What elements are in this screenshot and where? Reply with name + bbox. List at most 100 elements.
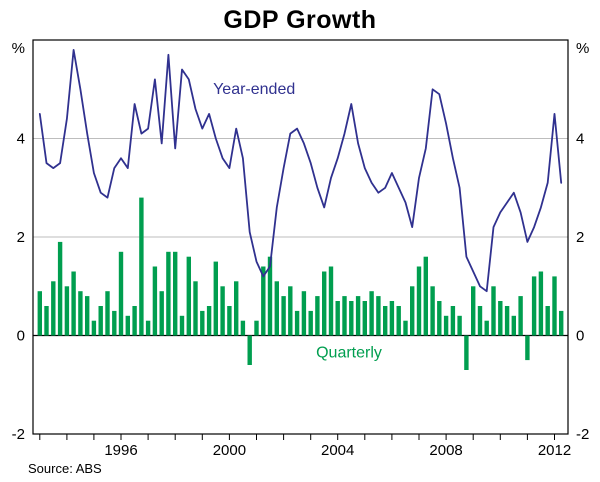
quarterly-bar (301, 291, 307, 336)
y-axis-unit-right: % (576, 40, 589, 57)
y-tick-label-left: 2 (17, 229, 25, 246)
quarterly-bar (450, 306, 456, 336)
quarterly-bar (98, 306, 103, 336)
quarterly-bar (261, 266, 266, 336)
quarterly-bar (376, 296, 381, 336)
x-tick-label: 2008 (429, 442, 462, 459)
quarterly-bar (281, 296, 286, 336)
quarterly-bar (234, 281, 239, 336)
quarterly-bar (125, 315, 130, 336)
quarterly-bar (518, 296, 523, 336)
quarterly-bar (227, 306, 232, 336)
quarterly-bar (315, 296, 320, 336)
quarterly-bar (240, 320, 246, 336)
quarterly-bar (531, 276, 537, 336)
x-tick-label: 2000 (213, 442, 246, 459)
quarterly-bar (430, 286, 435, 336)
quarterly-bar (511, 315, 516, 336)
series-label-year-ended: Year-ended (213, 81, 295, 98)
y-tick-label-right: 2 (576, 229, 584, 246)
quarterly-bar (484, 320, 489, 336)
quarterly-bar (464, 335, 469, 370)
quarterly-bar (288, 286, 293, 336)
quarterly-bar (477, 306, 483, 336)
quarterly-bar (342, 296, 347, 336)
quarterly-bar (538, 271, 544, 336)
quarterly-bar (132, 306, 137, 336)
quarterly-bar (37, 291, 42, 336)
quarterly-bar (389, 301, 395, 336)
x-tick-label: 2004 (321, 442, 354, 459)
y-tick-label-left: 0 (17, 328, 25, 345)
quarterly-bar (328, 266, 334, 336)
quarterly-bar (200, 310, 205, 336)
quarterly-bar (179, 315, 185, 336)
quarterly-bar (57, 241, 63, 336)
quarterly-bar (71, 271, 76, 336)
series-label-quarterly: Quarterly (316, 345, 382, 362)
y-tick-label-right: -2 (576, 426, 589, 443)
quarterly-bar (247, 335, 252, 365)
quarterly-bar (186, 256, 191, 336)
quarterly-bar (437, 301, 442, 336)
quarterly-bar (139, 197, 144, 336)
quarterly-bar (105, 291, 110, 336)
y-axis-unit-left: % (12, 40, 25, 57)
quarterly-bar (64, 286, 70, 336)
quarterly-bar (457, 315, 462, 336)
source-note: Source: ABS (28, 461, 102, 476)
quarterly-bar (498, 301, 503, 336)
quarterly-bar (118, 251, 124, 336)
quarterly-bar (403, 320, 408, 336)
quarterly-bar (471, 286, 476, 336)
quarterly-bar (525, 335, 530, 361)
quarterly-bar (274, 281, 279, 336)
quarterly-bar (166, 251, 171, 336)
quarterly-bar (504, 306, 510, 336)
quarterly-bar (383, 306, 388, 336)
quarterly-bar (335, 301, 340, 336)
quarterly-bar (193, 281, 198, 336)
quarterly-bar (213, 261, 218, 336)
quarterly-bar (443, 315, 449, 336)
quarterly-bar (267, 256, 273, 336)
quarterly-bar (51, 281, 56, 336)
quarterly-bar (91, 320, 97, 336)
quarterly-bar (552, 276, 557, 336)
quarterly-bar (308, 310, 313, 336)
x-tick-label: 1996 (104, 442, 137, 459)
quarterly-bar (322, 271, 327, 336)
quarterly-bar (559, 310, 564, 336)
quarterly-bar (173, 251, 178, 336)
y-tick-label-right: 4 (576, 131, 584, 148)
year-ended-line (38, 49, 563, 293)
chart-title: GDP Growth (223, 6, 377, 34)
quarterly-bar (423, 256, 428, 336)
y-tick-label-left: 4 (17, 131, 25, 148)
quarterly-bar (206, 306, 212, 336)
quarterly-bar (369, 291, 374, 336)
quarterly-bar (416, 266, 422, 336)
quarterly-bar (220, 286, 225, 336)
quarterly-bar (254, 320, 259, 336)
quarterly-bar (152, 266, 158, 336)
quarterly-bar (85, 296, 90, 336)
quarterly-bar (78, 291, 83, 336)
quarterly-bar (362, 301, 367, 336)
quarterly-bar (349, 301, 354, 336)
quarterly-bar (491, 286, 496, 336)
quarterly-bar (396, 306, 401, 336)
quarterly-bar (355, 296, 361, 336)
quarterly-bar (294, 310, 300, 336)
quarterly-bar (545, 306, 550, 336)
quarterly-bar (44, 306, 49, 336)
quarterly-bar (410, 286, 415, 336)
quarterly-bar (145, 320, 151, 336)
plot-border (32, 39, 569, 435)
x-tick-label: 2012 (538, 442, 571, 459)
quarterly-bar (159, 291, 164, 336)
quarterly-bar (112, 310, 117, 336)
y-tick-label-left: -2 (12, 426, 25, 443)
